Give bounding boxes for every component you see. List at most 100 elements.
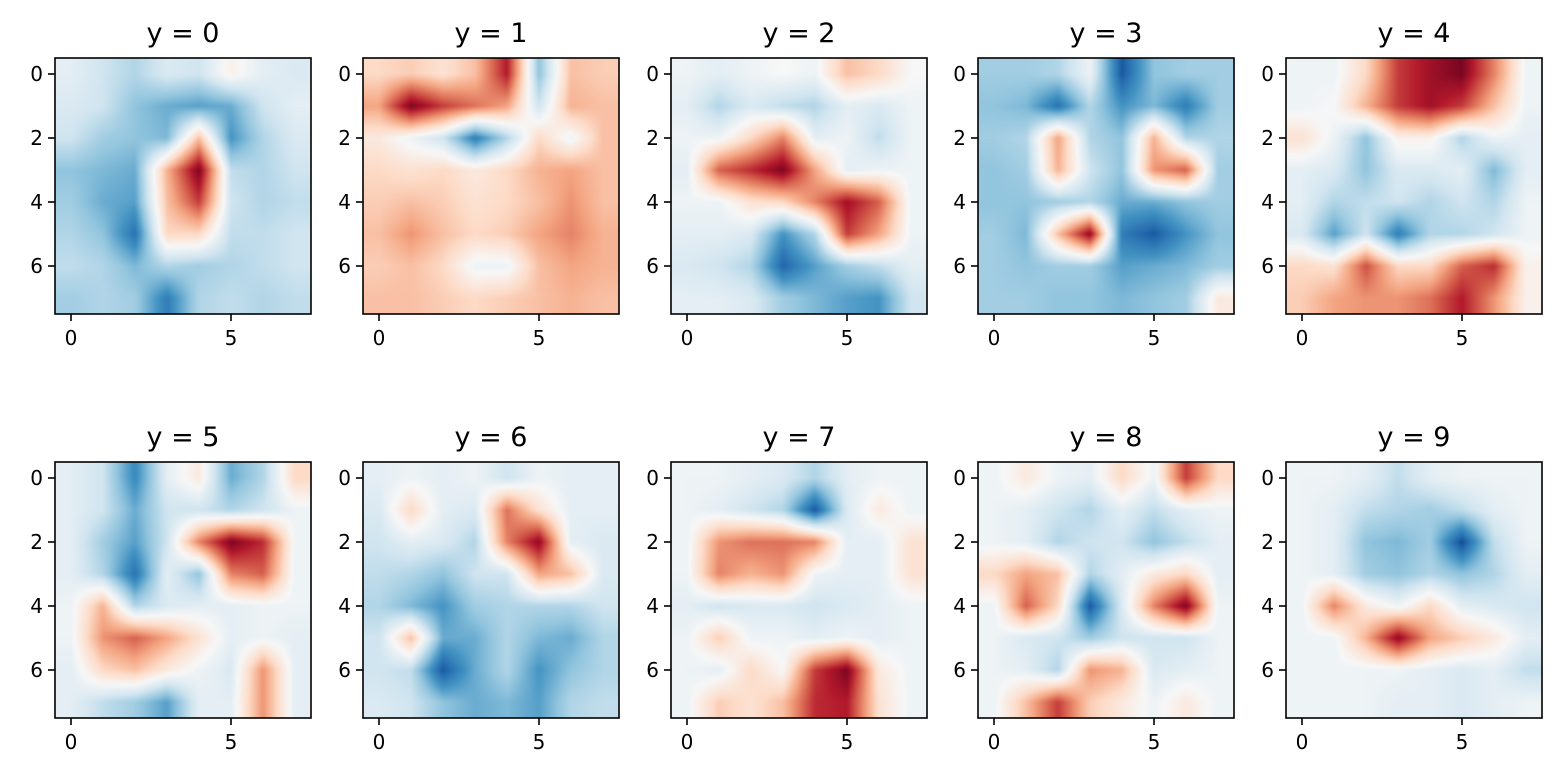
y-tick-label: 4: [1261, 594, 1274, 618]
y-tick-label: 0: [1261, 62, 1274, 86]
y-tick-label: 0: [338, 62, 351, 86]
y-tick-label: 2: [646, 530, 659, 554]
y-tick-label: 0: [646, 62, 659, 86]
heatmap-panel-2: y = 2 0 5 0 2 4 6: [646, 18, 928, 350]
y-tick-label: 6: [953, 254, 966, 278]
y-tick-label: 2: [30, 126, 43, 150]
panel-title: y = 6: [455, 422, 528, 453]
x-tick-label: 0: [65, 730, 78, 754]
y-tick-label: 4: [953, 190, 966, 214]
x-tick-label: 0: [988, 326, 1001, 350]
axes-frame: [54, 57, 312, 315]
x-tick-label: 5: [1456, 326, 1469, 350]
axes-frame: [977, 461, 1235, 719]
heatmap-image: [55, 58, 311, 314]
heatmap-panel-4: y = 4 0 5 0 2 4 6: [1261, 18, 1543, 350]
heatmap-image: [363, 58, 619, 314]
axes-frame: [1285, 461, 1543, 719]
y-tick-label: 2: [1261, 126, 1274, 150]
x-tick-label: 0: [1296, 326, 1309, 350]
x-tick-label: 5: [533, 326, 546, 350]
panel-title: y = 7: [763, 422, 836, 453]
heatmap-panel-5: y = 5 0 5 0 2 4 6: [30, 422, 312, 754]
panel-title: y = 8: [1070, 422, 1143, 453]
y-tick-label: 4: [30, 190, 43, 214]
x-tick-label: 5: [533, 730, 546, 754]
x-tick-label: 0: [65, 326, 78, 350]
x-tick-label: 5: [1148, 730, 1161, 754]
x-tick-label: 5: [225, 730, 238, 754]
axes-frame: [54, 461, 312, 719]
y-tick-label: 4: [30, 594, 43, 618]
axes-frame: [362, 461, 620, 719]
heatmap-panel-7: y = 7 0 5 0 2 4 6: [646, 422, 928, 754]
heatmap-image: [1286, 462, 1542, 718]
y-tick-label: 0: [30, 466, 43, 490]
panel-title: y = 0: [147, 18, 220, 49]
y-tick-label: 2: [953, 126, 966, 150]
x-tick-label: 0: [1296, 730, 1309, 754]
heatmap-image: [978, 462, 1234, 718]
axes-frame: [362, 57, 620, 315]
x-tick-label: 5: [225, 326, 238, 350]
x-tick-label: 5: [841, 326, 854, 350]
panel-title: y = 1: [455, 18, 528, 49]
x-tick-label: 5: [1148, 326, 1161, 350]
panel-title: y = 3: [1070, 18, 1143, 49]
y-tick-label: 0: [646, 466, 659, 490]
y-tick-label: 6: [646, 658, 659, 682]
heatmap-image: [1286, 58, 1542, 314]
y-tick-label: 4: [1261, 190, 1274, 214]
heatmap-image: [671, 58, 927, 314]
heatmap-panel-8: y = 8 0 5 0 2 4 6: [953, 422, 1235, 754]
y-tick-label: 2: [338, 530, 351, 554]
axes-frame: [670, 57, 928, 315]
panel-title: y = 2: [763, 18, 836, 49]
heatmap-panel-0: y = 0 0 5 0 2 4 6: [30, 18, 312, 350]
y-tick-label: 0: [953, 466, 966, 490]
x-tick-label: 0: [988, 730, 1001, 754]
heatmap-image: [363, 462, 619, 718]
y-tick-label: 2: [30, 530, 43, 554]
y-tick-label: 6: [338, 254, 351, 278]
heatmap-panel-3: y = 3 0 5 0 2 4 6: [953, 18, 1235, 350]
y-tick-label: 6: [30, 254, 43, 278]
y-tick-label: 4: [646, 594, 659, 618]
y-tick-label: 2: [953, 530, 966, 554]
y-tick-label: 4: [953, 594, 966, 618]
y-tick-label: 0: [30, 62, 43, 86]
panel-title: y = 4: [1378, 18, 1451, 49]
y-tick-label: 6: [1261, 254, 1274, 278]
y-tick-label: 2: [646, 126, 659, 150]
axes-frame: [670, 461, 928, 719]
y-tick-label: 0: [338, 466, 351, 490]
y-tick-label: 2: [338, 126, 351, 150]
x-tick-label: 0: [373, 730, 386, 754]
y-tick-label: 4: [646, 190, 659, 214]
panel-title: y = 9: [1378, 422, 1451, 453]
axes-frame: [1285, 57, 1543, 315]
heatmap-panel-6: y = 6 0 5 0 2 4 6: [338, 422, 620, 754]
heatmap-image: [978, 58, 1234, 314]
panel-title: y = 5: [147, 422, 220, 453]
heatmap-image: [671, 462, 927, 718]
y-tick-label: 6: [646, 254, 659, 278]
x-tick-label: 5: [1456, 730, 1469, 754]
y-tick-label: 0: [1261, 466, 1274, 490]
x-tick-label: 0: [373, 326, 386, 350]
axes-frame: [977, 57, 1235, 315]
y-tick-label: 6: [1261, 658, 1274, 682]
y-tick-label: 2: [1261, 530, 1274, 554]
y-tick-label: 6: [338, 658, 351, 682]
x-tick-label: 5: [841, 730, 854, 754]
y-tick-label: 0: [953, 62, 966, 86]
y-tick-label: 4: [338, 190, 351, 214]
heatmap-panel-9: y = 9 0 5 0 2 4 6: [1261, 422, 1543, 754]
heatmap-image: [55, 462, 311, 718]
x-tick-label: 0: [681, 730, 694, 754]
x-tick-label: 0: [681, 326, 694, 350]
y-tick-label: 6: [30, 658, 43, 682]
y-tick-label: 4: [338, 594, 351, 618]
